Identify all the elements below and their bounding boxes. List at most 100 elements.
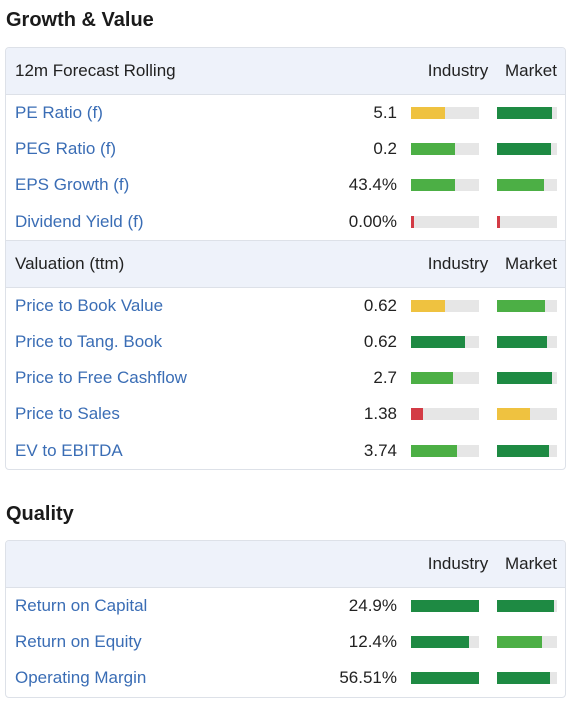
metric-value: 3.74: [363, 440, 397, 460]
metric-row: Operating Margin 56.51%: [6, 660, 565, 696]
market-rating-fill: [497, 107, 553, 120]
market-rating-fill: [497, 408, 530, 421]
forecast-header-market: Market: [505, 61, 557, 80]
valuation-header-market: Market: [505, 253, 557, 273]
growth-value-panel: 12m Forecast Rolling Industry Market PE …: [5, 47, 566, 470]
market-rating-fill: [497, 600, 554, 613]
metric-row: Return on Equity 12.4%: [6, 624, 565, 660]
quality-rows: Return on Capital 24.9% Return on Equity 12…: [6, 588, 565, 697]
growth-value-title: Growth & Value: [6, 9, 154, 31]
valuation-header-industry: Industry: [427, 253, 489, 273]
metric-row: Return on Capital 24.9%: [6, 588, 565, 624]
metric-row: Price to Tang. Book 0.62: [6, 324, 565, 360]
quality-title: Quality: [6, 503, 74, 525]
metric-link[interactable]: Price to Tang. Book: [15, 332, 163, 352]
industry-rating-bar: [411, 672, 479, 685]
industry-rating-fill: [411, 299, 445, 312]
forecast-header-industry: Industry: [427, 61, 489, 80]
market-rating-bar: [497, 107, 557, 120]
market-rating-bar: [497, 636, 557, 649]
metric-value: 0.2: [373, 139, 397, 159]
metric-link[interactable]: Price to Free Cashflow: [15, 368, 187, 388]
metric-link[interactable]: Return on Equity: [15, 632, 142, 652]
metric-value: 56.51%: [339, 668, 397, 688]
quality-panel: Industry Market Return on Capital 24.9% Re…: [5, 540, 566, 698]
industry-rating-fill: [411, 672, 479, 685]
quality-header-industry: Industry: [427, 554, 489, 573]
market-rating-bar: [497, 336, 557, 349]
market-rating-fill: [497, 215, 500, 228]
quality-header-market: Market: [505, 554, 557, 573]
metric-link[interactable]: Operating Margin: [15, 668, 147, 688]
market-rating-fill: [497, 672, 550, 685]
industry-rating-bar: [411, 107, 479, 120]
valuation-rows: Price to Book Value 0.62 Price to Tang. Bo…: [6, 288, 565, 469]
valuation-header: Valuation (ttm) Industry Market: [6, 239, 565, 288]
metric-link[interactable]: Dividend Yield (f): [15, 211, 144, 231]
market-rating-fill: [497, 372, 553, 385]
metric-row: Price to Sales 1.38: [6, 396, 565, 432]
metric-row: PE Ratio (f) 5.1: [6, 95, 565, 131]
market-rating-bar: [497, 215, 557, 228]
forecast-header: 12m Forecast Rolling Industry Market: [6, 48, 565, 95]
metric-value: 1.38: [363, 404, 397, 424]
industry-rating-fill: [411, 444, 457, 457]
industry-rating-fill: [411, 372, 454, 385]
metric-value: 0.00%: [348, 211, 397, 231]
metric-value: 0.62: [363, 295, 397, 315]
metric-link[interactable]: PEG Ratio (f): [15, 139, 117, 159]
metric-link[interactable]: Price to Book Value: [15, 295, 164, 315]
industry-rating-fill: [411, 600, 479, 613]
market-rating-fill: [497, 336, 547, 349]
market-rating-bar: [497, 600, 557, 613]
metric-link[interactable]: EPS Growth (f): [15, 175, 130, 195]
metric-value: 43.4%: [348, 175, 397, 195]
market-rating-bar: [497, 299, 557, 312]
metric-value: 2.7: [373, 368, 397, 388]
metric-value: 12.4%: [348, 632, 397, 652]
industry-rating-bar: [411, 408, 479, 421]
valuation-header-label: Valuation (ttm): [15, 253, 125, 273]
industry-rating-bar: [411, 179, 479, 192]
industry-rating-fill: [411, 336, 466, 349]
market-rating-fill: [497, 179, 544, 192]
metric-link[interactable]: Return on Capital: [15, 596, 148, 616]
metric-value: 24.9%: [348, 596, 397, 616]
metric-row: PEG Ratio (f) 0.2: [6, 131, 565, 167]
market-rating-bar: [497, 372, 557, 385]
quality-header: Industry Market: [6, 541, 565, 588]
market-rating-fill: [497, 636, 542, 649]
industry-rating-bar: [411, 444, 479, 457]
market-rating-fill: [497, 299, 545, 312]
metric-row: Price to Free Cashflow 2.7: [6, 360, 565, 396]
industry-rating-fill: [411, 636, 469, 649]
industry-rating-bar: [411, 143, 479, 156]
metric-row: Price to Book Value 0.62: [6, 288, 565, 324]
industry-rating-bar: [411, 299, 479, 312]
industry-rating-fill: [411, 215, 414, 228]
market-rating-bar: [497, 408, 557, 421]
metric-value: 0.62: [363, 332, 397, 352]
metric-link[interactable]: Price to Sales: [15, 404, 120, 424]
forecast-header-label: 12m Forecast Rolling: [15, 61, 176, 80]
industry-rating-fill: [411, 179, 456, 192]
metric-row: Dividend Yield (f) 0.00%: [6, 204, 565, 240]
metric-link[interactable]: EV to EBITDA: [15, 440, 123, 460]
metric-link[interactable]: PE Ratio (f): [15, 103, 103, 123]
market-rating-fill: [497, 444, 549, 457]
market-rating-fill: [497, 143, 551, 156]
industry-rating-bar: [411, 600, 479, 613]
metric-value: 5.1: [373, 103, 397, 123]
market-rating-bar: [497, 444, 557, 457]
industry-rating-fill: [411, 408, 424, 421]
industry-rating-bar: [411, 336, 479, 349]
metric-row: EV to EBITDA 3.74: [6, 433, 565, 469]
industry-rating-bar: [411, 215, 479, 228]
industry-rating-bar: [411, 636, 479, 649]
market-rating-bar: [497, 672, 557, 685]
industry-rating-bar: [411, 372, 479, 385]
industry-rating-fill: [411, 143, 456, 156]
forecast-rows: PE Ratio (f) 5.1 PEG Ratio (f) 0.2 EPS Growt…: [6, 95, 565, 240]
market-rating-bar: [497, 179, 557, 192]
market-rating-bar: [497, 143, 557, 156]
